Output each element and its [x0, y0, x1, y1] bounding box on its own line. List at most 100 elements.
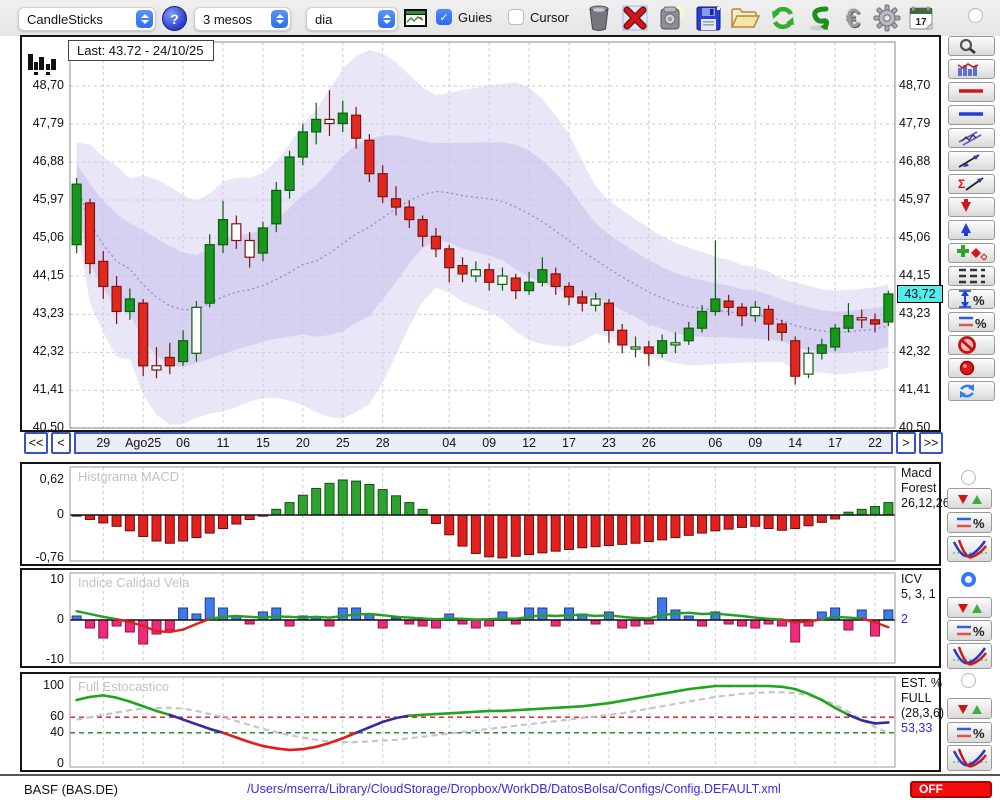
scroll-far-left-button[interactable]: <<	[24, 432, 48, 454]
price-label-left: 44,15	[32, 267, 64, 282]
lines-percent-icon: %	[956, 726, 985, 741]
indicator-curve-icon	[952, 646, 987, 666]
icv-panel: Indice Calidad Vela 10 0 -10 ICV 5, 3, 1 2	[20, 568, 941, 668]
chart-window-icon[interactable]	[400, 4, 430, 32]
chart-type-value: CandleSticks	[27, 11, 103, 27]
arrow-up-blue-button[interactable]	[948, 220, 995, 240]
price-label-right: 41,41	[899, 382, 931, 397]
zoom-button[interactable]	[948, 36, 995, 56]
vertical-percent-button[interactable]: %	[948, 289, 995, 309]
date-tick-label: 14	[788, 436, 803, 450]
chart-type-select[interactable]: CandleSticks	[18, 7, 156, 31]
sigma-trendline-button[interactable]: Σ	[948, 174, 995, 194]
status-bar: BASF (BAS.DE) /Users/mserra/Library/Clou…	[0, 774, 1000, 800]
vertical-percent-icon: %	[958, 290, 985, 308]
levels-button[interactable]	[948, 266, 995, 286]
timeframe-select[interactable]: dia	[306, 7, 398, 31]
price-label-left: 47,79	[32, 115, 64, 130]
red-line-button[interactable]	[948, 82, 995, 102]
macd-signal-arrows-button[interactable]	[947, 488, 992, 509]
price-label-left: 45,97	[32, 191, 64, 206]
settings-button[interactable]	[872, 4, 902, 32]
macd-curve-button[interactable]	[947, 536, 992, 562]
chevron-updown-icon	[378, 10, 395, 28]
date-tick-label: Ago25	[125, 436, 162, 450]
reload-icon	[959, 384, 974, 398]
save-button[interactable]	[693, 4, 723, 32]
off-toggle[interactable]: OFF	[910, 780, 992, 798]
add-marker-button[interactable]	[948, 243, 995, 263]
stoch-name: EST. %	[901, 676, 942, 690]
indicator-chart-button[interactable]	[948, 59, 995, 79]
icv-radio-selected[interactable]	[961, 572, 976, 587]
price-label-right: 40,50	[899, 420, 931, 435]
price-label-right: 42,32	[899, 344, 931, 359]
trendline-button[interactable]	[948, 151, 995, 171]
scroll-far-right-button[interactable]: >>	[919, 432, 943, 454]
reload-data-button[interactable]	[804, 4, 834, 32]
record-button[interactable]	[948, 358, 995, 378]
date-tick-label: 04	[442, 436, 457, 450]
scroll-left-button[interactable]: <	[51, 432, 71, 454]
open-button[interactable]	[730, 4, 760, 32]
period-select[interactable]: 3 mesos	[194, 7, 291, 31]
macd-radio[interactable]	[961, 470, 976, 485]
macd-canvas[interactable]	[22, 464, 939, 564]
trash-button[interactable]	[584, 4, 614, 32]
delete-button[interactable]	[620, 4, 650, 32]
stochastic-canvas[interactable]	[22, 674, 939, 770]
stoch-y-label: 40	[50, 724, 64, 739]
reload-button[interactable]	[948, 381, 995, 401]
forbidden-button[interactable]	[948, 335, 995, 355]
indicator-chart-icon	[957, 63, 978, 76]
macd-y-label: -0,76	[35, 549, 65, 564]
date-tick-label: 12	[522, 436, 537, 450]
date-ticks-area[interactable]: 29 Ago25 06 11 15 20 25 28 04 09 12 17 23 26 06 09 14 17 2…	[74, 432, 893, 454]
refresh-button[interactable]	[768, 4, 798, 32]
arrow-down-red-icon	[960, 199, 971, 212]
price-label-right: 45,06	[899, 229, 931, 244]
price-label-right: 44,15	[899, 267, 931, 282]
stoch-curve-button[interactable]	[947, 745, 992, 771]
channel-button[interactable]	[948, 128, 995, 148]
lines-percent-button[interactable]: %	[948, 312, 995, 332]
price-chart-canvas[interactable]	[22, 37, 939, 430]
date-tick-label: 28	[375, 436, 390, 450]
svg-text:%: %	[973, 726, 985, 741]
macd-right-label: Macd Forest 26,12,26	[901, 466, 950, 511]
guies-checkbox[interactable]: ✓	[436, 9, 452, 25]
stoch-radio[interactable]	[961, 673, 976, 688]
chevron-updown-icon	[136, 10, 153, 28]
calendar-button[interactable]: 17	[906, 4, 936, 32]
guies-checkbox-row: ✓ Guies	[436, 9, 492, 25]
icv-signal-arrows-button[interactable]	[947, 597, 992, 618]
macd-percent-button[interactable]: %	[947, 512, 992, 533]
date-tick-label: 25	[335, 436, 350, 450]
gear-icon	[873, 4, 901, 32]
icv-percent-button[interactable]: %	[947, 620, 992, 641]
toolbar-radio[interactable]	[968, 8, 983, 23]
scroll-right-button[interactable]: >	[896, 432, 916, 454]
svg-text:%: %	[973, 624, 985, 639]
help-button[interactable]: ?	[162, 6, 187, 31]
forbidden-icon	[957, 336, 976, 354]
stoch-params: (28,3,6)	[901, 706, 945, 720]
arrow-down-red-button[interactable]	[948, 197, 995, 217]
icv-curve-button[interactable]	[947, 643, 992, 669]
stoch-signal-arrows-button[interactable]	[947, 698, 992, 719]
stoch-percent-button[interactable]: %	[947, 722, 992, 743]
price-label-right: 48,70	[899, 78, 931, 92]
toolbar: CandleSticks ? 3 mesos dia ✓ Guies Curso…	[0, 0, 1000, 36]
blue-line-button[interactable]	[948, 105, 995, 125]
svg-text:%: %	[975, 316, 987, 331]
icv-canvas[interactable]	[22, 570, 939, 666]
cursor-checkbox[interactable]	[508, 9, 524, 25]
snapshot-button[interactable]	[657, 4, 687, 32]
green-s-arrow-icon	[810, 6, 830, 30]
lines-percent-icon: %	[956, 624, 985, 639]
date-tick-label: 09	[482, 436, 497, 450]
date-tick-label: 06	[708, 436, 723, 450]
price-label-left: 41,41	[32, 382, 64, 397]
blue-line-icon	[958, 112, 983, 116]
euro-button[interactable]: €	[838, 3, 868, 33]
